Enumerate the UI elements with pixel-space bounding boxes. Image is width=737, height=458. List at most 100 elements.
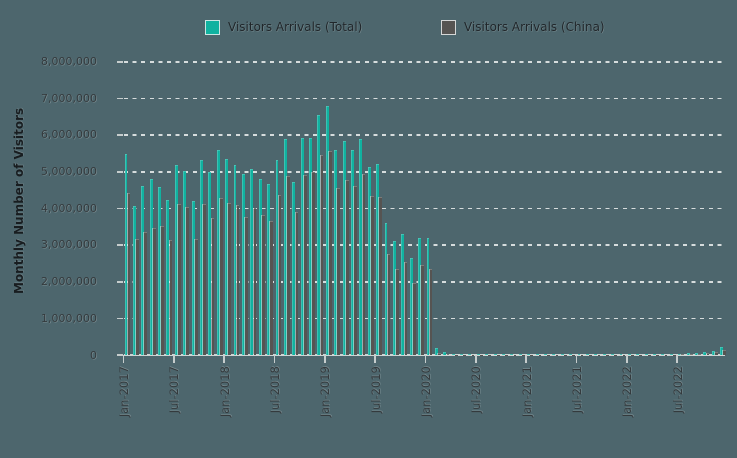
bar-total xyxy=(711,350,715,355)
bar-total xyxy=(544,354,547,355)
y-axis-tick xyxy=(116,317,123,320)
bar-total xyxy=(359,138,363,355)
bar-china xyxy=(681,354,685,355)
bar-total xyxy=(275,159,279,355)
bar-total xyxy=(124,154,128,355)
bar-total xyxy=(409,257,413,355)
bar-total xyxy=(627,354,631,355)
x-tick-label-text: Jul-2022 xyxy=(670,366,685,414)
bar-china xyxy=(194,239,198,355)
bar-china xyxy=(312,171,315,355)
bar-total xyxy=(720,347,724,355)
bar-total xyxy=(585,354,589,355)
bar-china xyxy=(362,173,366,355)
bar-china xyxy=(371,196,374,355)
x-axis-line xyxy=(123,354,725,356)
x-tick-label: Jan-2021 xyxy=(520,366,534,428)
x-tick-label-text: Jan-2022 xyxy=(620,366,635,418)
bar-total xyxy=(208,171,212,355)
bar-china xyxy=(387,254,391,355)
x-tick-label-text: Jan-2017 xyxy=(117,366,131,418)
bar-total xyxy=(669,354,673,355)
bar-total xyxy=(535,354,539,355)
x-tick-label-text: Jul-2019 xyxy=(368,366,383,414)
bar-china xyxy=(161,225,164,355)
x-tick-label-text: Jul-2018 xyxy=(268,366,283,414)
bar-china xyxy=(219,198,223,355)
legend-item-total[interactable]: Visitors Arrivals (Total) xyxy=(205,19,362,35)
y-axis-tick xyxy=(116,170,123,173)
bar-total xyxy=(384,223,388,355)
bar-total xyxy=(309,137,312,355)
bar-total xyxy=(569,354,573,355)
bar-total xyxy=(191,201,195,355)
bar-china xyxy=(715,352,718,355)
bar-total xyxy=(225,159,229,355)
bar-china xyxy=(203,204,206,355)
bar-china xyxy=(270,221,274,355)
bar-total xyxy=(502,354,505,355)
x-axis-tick xyxy=(374,355,376,363)
legend-swatch-china-icon xyxy=(441,19,456,35)
bar-total xyxy=(174,165,178,355)
x-tick-label: Jul-2019 xyxy=(368,366,383,428)
x-tick-label: Jul-2018 xyxy=(268,366,283,428)
bar-china xyxy=(287,176,290,355)
bar-china xyxy=(178,203,181,355)
y-axis-title: Monthly Number of Visitors xyxy=(12,107,26,294)
y-tick-label: 8,000,000 xyxy=(41,55,97,69)
bar-total xyxy=(149,179,153,355)
y-axis-tick xyxy=(116,207,123,210)
x-axis-tick xyxy=(626,355,628,363)
bar-china xyxy=(337,188,341,355)
y-axis-tick xyxy=(116,60,123,63)
x-axis-tick xyxy=(324,355,326,363)
y-axis-tick xyxy=(116,97,123,100)
bar-total xyxy=(376,164,380,355)
bar-total xyxy=(233,164,237,355)
x-axis-tick xyxy=(223,355,225,363)
bar-total xyxy=(317,114,321,355)
y-tick-label: 3,000,000 xyxy=(41,238,97,252)
y-tick-label: 5,000,000 xyxy=(41,165,97,179)
bar-china xyxy=(295,211,299,355)
gridline xyxy=(123,244,723,246)
bar-china xyxy=(127,192,131,355)
bar-total xyxy=(695,352,698,355)
bar-china xyxy=(421,265,425,355)
bar-china xyxy=(152,228,156,355)
y-axis-tick xyxy=(116,134,123,136)
bar-total xyxy=(468,354,472,355)
bar-total xyxy=(611,354,614,355)
bar-total xyxy=(460,354,463,355)
x-axis-tick xyxy=(273,355,276,363)
x-tick-label-text: Jul-2020 xyxy=(469,366,484,414)
bar-china xyxy=(144,231,148,355)
bar-china xyxy=(278,195,282,355)
bar-total xyxy=(703,352,707,355)
x-axis-tick xyxy=(122,355,125,363)
bar-total xyxy=(602,354,606,355)
legend-item-china[interactable]: Visitors Arrivals (China) xyxy=(441,19,605,35)
x-tick-label: Jul-2021 xyxy=(570,366,584,428)
bar-china xyxy=(253,207,257,355)
bar-total xyxy=(485,354,489,355)
x-axis-tick xyxy=(475,355,477,363)
bar-total xyxy=(476,354,480,355)
bar-total xyxy=(418,237,422,355)
gridline xyxy=(123,170,723,173)
y-tick-label: 1,000,000 xyxy=(41,311,97,325)
x-tick-label: Jan-2022 xyxy=(620,366,635,428)
bar-china xyxy=(136,239,139,355)
bar-total xyxy=(292,181,296,355)
x-tick-label: Jul-2017 xyxy=(167,366,181,428)
bar-total xyxy=(518,354,522,355)
bar-total xyxy=(678,353,682,355)
bar-total xyxy=(200,159,203,355)
bar-china xyxy=(446,354,450,355)
bar-china xyxy=(706,353,710,355)
bar-china xyxy=(689,354,693,355)
y-axis-tick xyxy=(116,244,123,246)
bar-china xyxy=(438,353,441,355)
x-tick-label: Jul-2022 xyxy=(670,366,685,428)
